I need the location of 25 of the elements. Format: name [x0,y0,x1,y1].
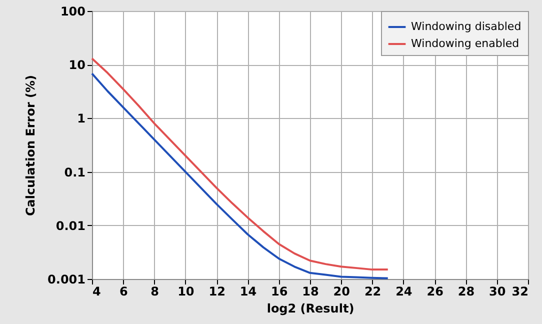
x-tick-label: 16 [271,284,288,298]
x-tick-label: 30 [489,284,506,298]
y-tick-label: 1 [77,112,86,126]
y-tick-label: 0.01 [56,218,86,233]
x-tick-label: 26 [426,284,444,298]
x-tick-label: 32 [512,284,528,298]
x-tick-label: 28 [458,284,475,298]
x-tick-label: 4 [92,284,101,298]
y-tick-label: 10 [68,58,86,72]
y-tick-label: 0.001 [48,272,86,286]
x-tick-label: 12 [208,284,226,298]
x-tick-label: 24 [396,284,412,298]
x-axis-title: log2 (Result) [266,302,354,316]
x-tick-label: 20 [333,284,350,298]
x-tick-label: 6 [119,284,128,298]
x-tick-label: 22 [364,284,382,298]
x-tick-label: 18 [302,284,319,298]
legend-label: Windowing disabled [411,20,522,33]
y-axis-title: Calculation Error (%) [24,74,38,216]
y-tick-label: 0.1 [64,165,86,180]
x-tick-label: 14 [240,284,257,298]
x-tick-label: 8 [150,284,159,298]
legend-label: Windowing enabled [411,37,520,50]
y-tick-label: 100 [60,4,86,18]
x-tick-label: 10 [178,284,194,298]
